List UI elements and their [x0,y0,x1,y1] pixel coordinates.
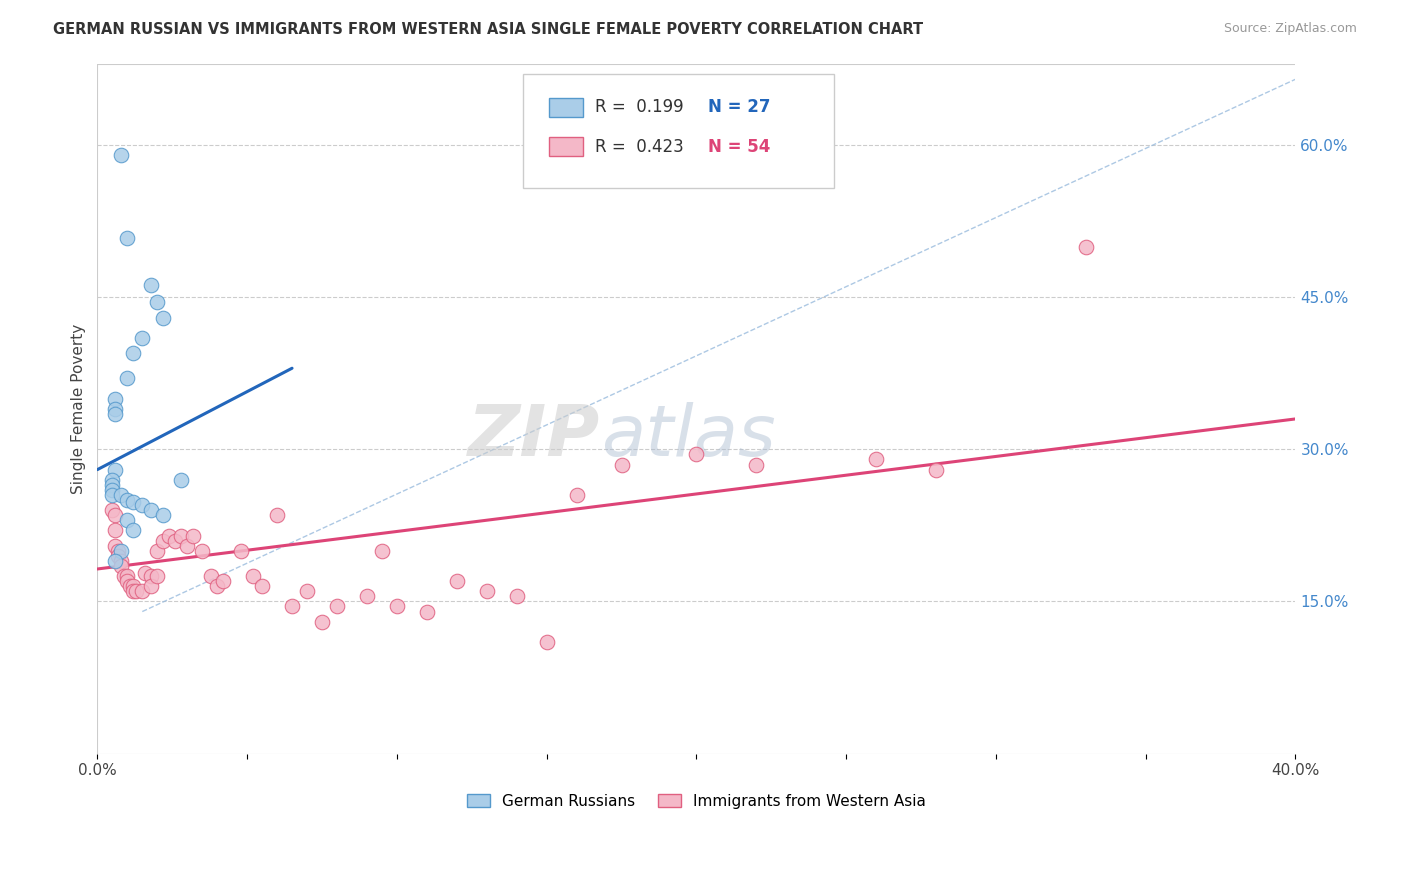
Point [925,462,948,476]
Text: R =  0.199: R = 0.199 [595,98,683,117]
Point [141,503,163,517]
Point [176,539,198,553]
Point [101,483,124,497]
Point [104,462,127,476]
Point [266,508,288,523]
Point [181,528,204,542]
Point [141,579,163,593]
Point [117,371,139,385]
Point [101,478,124,492]
Point [107,549,129,563]
Point [120,579,142,593]
Point [685,447,707,461]
Point [326,599,349,614]
Point [536,635,558,649]
Point [131,331,153,345]
FancyBboxPatch shape [548,98,582,117]
Point [122,584,145,599]
Point [110,488,132,502]
Point [157,528,180,542]
Point [146,295,169,310]
Point [1074,239,1097,253]
Point [104,524,127,538]
Text: Source: ZipAtlas.com: Source: ZipAtlas.com [1223,22,1357,36]
Point [170,473,193,487]
Point [191,543,214,558]
Point [117,493,139,508]
Point [134,566,156,580]
FancyBboxPatch shape [548,137,582,156]
Point [101,473,124,487]
Point [122,346,145,360]
Point [101,488,124,502]
Point [565,488,588,502]
Text: ZIP: ZIP [468,402,600,471]
Legend: German Russians, Immigrants from Western Asia: German Russians, Immigrants from Western… [461,788,932,814]
Text: N = 27: N = 27 [709,98,770,117]
Point [311,615,333,629]
Point [385,599,408,614]
Point [117,513,139,527]
Point [101,503,124,517]
Text: atlas: atlas [600,402,775,471]
Point [446,574,468,589]
Point [122,524,145,538]
Point [371,543,394,558]
Point [110,148,132,162]
Point [475,584,498,599]
Point [104,554,127,568]
Point [110,554,132,568]
Point [125,584,148,599]
Point [146,569,169,583]
Point [745,458,768,472]
FancyBboxPatch shape [523,74,834,188]
Point [295,584,318,599]
Point [104,392,127,406]
Text: N = 54: N = 54 [709,137,770,156]
Point [104,508,127,523]
Point [416,605,439,619]
Point [205,579,228,593]
Point [242,569,264,583]
Point [152,533,174,548]
Point [212,574,235,589]
Point [104,539,127,553]
Point [131,584,153,599]
Point [141,569,163,583]
Point [110,543,132,558]
Point [170,528,193,542]
Point [122,495,145,509]
Point [104,407,127,421]
Point [117,574,139,589]
Point [131,498,153,512]
Point [610,458,633,472]
Point [165,533,187,548]
Point [107,543,129,558]
Y-axis label: Single Female Poverty: Single Female Poverty [72,324,86,494]
Point [152,310,174,325]
Point [117,231,139,245]
Point [112,569,135,583]
Point [281,599,304,614]
Point [146,543,169,558]
Point [152,508,174,523]
Point [229,543,252,558]
Text: R =  0.423: R = 0.423 [595,137,683,156]
Point [104,401,127,416]
Point [356,590,378,604]
Text: GERMAN RUSSIAN VS IMMIGRANTS FROM WESTERN ASIA SINGLE FEMALE POVERTY CORRELATION: GERMAN RUSSIAN VS IMMIGRANTS FROM WESTER… [53,22,924,37]
Point [117,569,139,583]
Point [505,590,527,604]
Point [250,579,273,593]
Point [141,278,163,293]
Point [200,569,222,583]
Point [865,452,887,467]
Point [110,558,132,573]
Point [122,579,145,593]
